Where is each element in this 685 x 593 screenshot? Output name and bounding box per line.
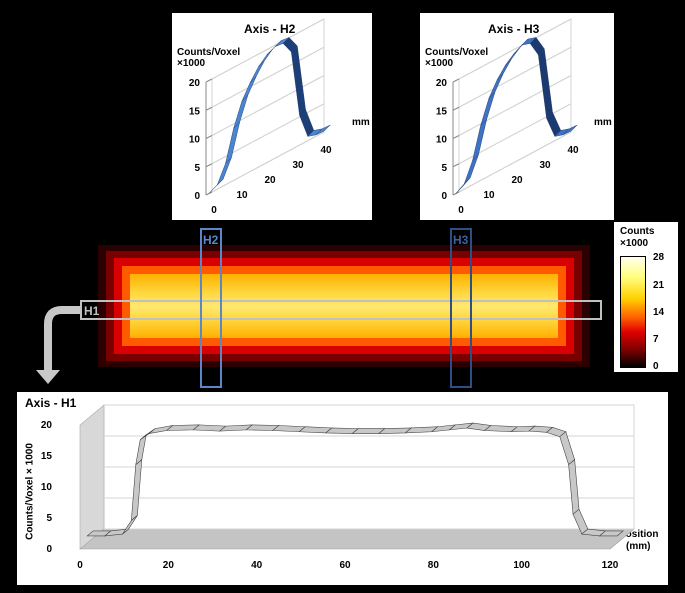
colorbar-tick-14: 14 (653, 307, 665, 318)
h2-gridline (211, 46, 325, 108)
h1-xtick-label: 20 (163, 560, 175, 571)
h3-ylabel-line1: Counts/Voxel (425, 47, 489, 58)
h1-side-wall (79, 404, 105, 550)
h2-ytick-mark (205, 135, 213, 139)
h2-ytick-mark (205, 78, 213, 83)
h2-ytick-mark (205, 191, 213, 196)
h2-xtick-label: 40 (320, 145, 332, 156)
h3-xtick-label: 30 (539, 160, 551, 171)
h2-ytick-mark (205, 106, 213, 111)
h3-ytick-mark (452, 106, 460, 111)
h3-xlabel: mm (594, 117, 612, 128)
h2-gridline (211, 75, 325, 136)
h2-ytick-label: 0 (194, 191, 200, 202)
h3-gridline (458, 75, 572, 136)
colorbar-gradient (620, 256, 646, 368)
h1-ytick-label: 10 (41, 482, 53, 493)
h1-label: H1 (84, 304, 100, 318)
h3-ytick-label: 0 (441, 191, 447, 202)
h2-data-segment (315, 124, 331, 136)
h3-ylabel-line2: ×1000 (425, 58, 454, 69)
colorbar-tick-21: 21 (653, 280, 665, 291)
h2-gridline (211, 18, 325, 80)
colorbar-tick-7: 7 (653, 334, 659, 345)
h1-ytick-label: 5 (46, 513, 52, 524)
h3-xtick-label: 40 (567, 145, 579, 156)
h1-data-segment (598, 530, 625, 537)
h3-xtick-label: 20 (511, 175, 523, 186)
h1-plot-title: Axis - H1 (25, 396, 77, 410)
h3-ytick-mark (452, 78, 460, 83)
h3-data-segment (562, 124, 578, 136)
h2-ytick-label: 10 (189, 135, 201, 146)
h1-xtick-label: 40 (251, 560, 263, 571)
h2-xlabel: mm (352, 117, 370, 128)
h1-xlabel-line2: (mm) (626, 541, 651, 552)
h3-ytick-mark (452, 135, 460, 139)
h1-xlabel-line1: Position (619, 529, 659, 540)
h1-xtick-label: 100 (513, 560, 530, 571)
colorbar-tick-0: 0 (653, 361, 659, 372)
h3-ytick-mark (452, 163, 460, 168)
h3-label: H3 (453, 233, 469, 247)
h1-floor (79, 528, 635, 550)
h2-ytick-label: 5 (194, 163, 200, 174)
h1-xtick-label: 80 (428, 560, 440, 571)
h2-xtick-label: 0 (211, 205, 217, 216)
h2-ytick-label: 15 (189, 106, 201, 117)
h3-ytick-label: 5 (441, 163, 447, 174)
h2-gridline (211, 131, 325, 193)
h2-xtick-label: 30 (292, 160, 304, 171)
h2-plot-title: Axis - H2 (244, 22, 296, 36)
h2-ylabel-line1: Counts/Voxel (177, 47, 241, 58)
colorbar-panel: Counts ×1000 28 21 14 7 0 (614, 222, 678, 372)
h3-gridline (458, 46, 572, 108)
h3-ytick-label: 20 (436, 78, 448, 89)
h3-gridline (458, 18, 572, 80)
colorbar-tick-28: 28 (653, 252, 665, 263)
h3-ytick-mark (452, 191, 460, 196)
h3-xtick-label: 0 (458, 205, 464, 216)
h3-ytick-label: 10 (436, 135, 448, 146)
h1-xtick-label: 60 (339, 560, 351, 571)
colorbar-title-line1: Counts (620, 226, 655, 237)
h1-ytick-label: 15 (41, 451, 53, 462)
h2-ylabel-line2: ×1000 (177, 58, 206, 69)
colorbar-title-line2: ×1000 (620, 238, 649, 249)
h1-profile-box (80, 300, 602, 320)
h2-label: H2 (203, 233, 219, 247)
heatmap-image (98, 245, 590, 367)
h2-xtick-label: 20 (264, 175, 276, 186)
h2-xtick-label: 10 (236, 190, 248, 201)
h3-plot-title: Axis - H3 (488, 22, 540, 36)
h3-ytick-label: 15 (436, 106, 448, 117)
h1-ytick-label: 20 (41, 420, 53, 431)
h3-profile-box (450, 228, 472, 388)
h2-ytick-label: 20 (189, 78, 201, 89)
h1-ytick-label: 0 (46, 544, 52, 555)
h3-xtick-label: 10 (483, 190, 495, 201)
h2-ytick-mark (205, 163, 213, 168)
h3-gridline (458, 131, 572, 193)
h2-profile-box (200, 228, 222, 388)
h1-xtick-label: 0 (77, 560, 83, 571)
h1-xtick-label: 120 (602, 560, 619, 571)
